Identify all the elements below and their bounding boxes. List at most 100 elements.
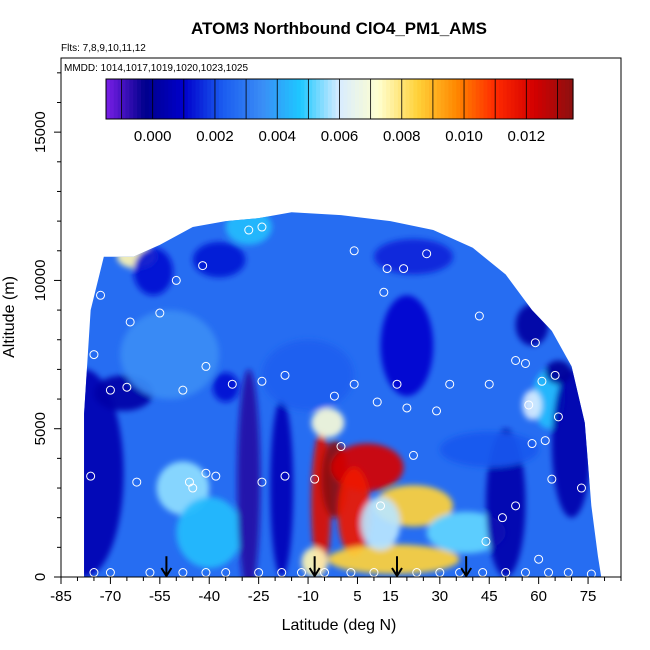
colorbar: 0.000 0.002 0.004 0.006 0.008 0.010 0.012 xyxy=(105,78,574,145)
sample-point-1 xyxy=(86,471,96,481)
colorbar-cell-83 xyxy=(429,79,434,119)
colorbar-cell-105 xyxy=(514,79,520,119)
colorbar-cell-40 xyxy=(261,79,267,119)
colorbar-cell-65 xyxy=(358,79,364,119)
sample-point-8 xyxy=(155,308,165,318)
heatmap-feature-18 xyxy=(327,544,460,575)
colorbar-cell-13 xyxy=(156,79,162,119)
colorbar-cell-55 xyxy=(320,79,325,119)
sample-point-16 xyxy=(211,471,221,481)
x-tick-label-0: -85 xyxy=(50,588,72,605)
x-tick-label-2: -55 xyxy=(149,588,171,605)
sample-point-48 xyxy=(520,358,530,368)
colorbar-cell-52 xyxy=(308,79,313,119)
colorbar-cell-117 xyxy=(561,79,566,119)
colorbar-cell-32 xyxy=(230,79,236,119)
colorbar-cell-21 xyxy=(187,79,193,119)
x-tick-label-9: 45 xyxy=(481,588,498,605)
sample-point-53 xyxy=(537,376,547,386)
sample-point-60 xyxy=(586,569,596,577)
colorbar-cell-35 xyxy=(242,79,247,119)
colorbar-cell-44 xyxy=(277,79,282,119)
colorbar-cell-49 xyxy=(296,79,302,119)
colorbar-cell-38 xyxy=(253,79,259,119)
colorbar-cell-115 xyxy=(553,79,559,119)
colorbar-cell-64 xyxy=(355,79,360,119)
colorbar-cell-98 xyxy=(487,79,492,119)
x-tick-label-3: -40 xyxy=(198,588,220,605)
colorbar-cell-26 xyxy=(207,79,212,119)
colorbar-cell-89 xyxy=(452,79,457,119)
colorbar-cell-6 xyxy=(129,79,134,119)
sample-point-55 xyxy=(547,474,557,484)
colorbar-cell-22 xyxy=(191,79,197,119)
sample-point-45 xyxy=(497,513,507,523)
sample-point-38 xyxy=(422,249,432,259)
heatmap-feature-22 xyxy=(380,295,434,397)
sample-point-52 xyxy=(534,554,544,564)
colorbar-cell-97 xyxy=(483,79,488,119)
colorbar-cell-79 xyxy=(413,79,418,119)
colorbar-cell-69 xyxy=(374,79,380,119)
y-axis: 0 5000 10000 15000 xyxy=(32,72,61,581)
colorbar-cell-5 xyxy=(125,79,130,119)
dates-subtitle: MMDD: 1014,1017,1019,1020,1023,1025 xyxy=(64,63,248,74)
sample-point-33 xyxy=(382,264,392,274)
colorbar-cell-76 xyxy=(401,79,407,119)
sample-point-46 xyxy=(511,356,521,366)
sample-point-19 xyxy=(257,222,267,232)
sample-point-34 xyxy=(392,379,402,389)
sample-point-18 xyxy=(244,225,254,235)
colorbar-cell-4 xyxy=(121,79,127,119)
sample-point-51 xyxy=(530,338,540,348)
colorbar-cell-114 xyxy=(549,79,555,119)
heatmap-feature-26 xyxy=(439,431,539,468)
x-tick-label-6: 5 xyxy=(353,588,361,605)
sample-point-17 xyxy=(227,379,237,389)
colorbar-cell-24 xyxy=(199,79,204,119)
heatmap-feature-19 xyxy=(360,496,401,551)
heatmap-features xyxy=(84,212,592,577)
colorbar-tick-label-1: 0.002 xyxy=(196,128,234,145)
sample-point-35 xyxy=(399,264,409,274)
sample-point-59 xyxy=(576,483,586,493)
colorbar-cell-43 xyxy=(273,79,278,119)
x-tick-label-10: 60 xyxy=(530,588,547,605)
colorbar-cell-71 xyxy=(382,79,387,119)
x-tick-label-4: -25 xyxy=(248,588,270,605)
sample-point-56 xyxy=(550,370,560,380)
sample-point-25 xyxy=(329,391,339,401)
colorbar-cell-20 xyxy=(183,79,189,119)
colorbar-cell-82 xyxy=(425,79,430,119)
colorbar-cell-93 xyxy=(467,79,473,119)
sample-point-41 xyxy=(464,231,474,241)
sample-point-9 xyxy=(171,275,181,285)
colorbar-cell-110 xyxy=(534,79,539,119)
colorbar-cell-100 xyxy=(495,79,500,119)
sample-point-27 xyxy=(310,474,320,484)
colorbar-cell-77 xyxy=(405,79,411,119)
sample-point-23 xyxy=(280,471,290,481)
colorbar-cell-88 xyxy=(448,79,453,119)
chart-title: ATOM3 Northbound ClO4_PM1_AMS xyxy=(191,19,487,38)
heatmap-feature-9 xyxy=(237,369,261,577)
arrow-marker-1 xyxy=(308,556,321,577)
sample-point-29 xyxy=(349,379,359,389)
colorbar-cell-119 xyxy=(569,79,574,119)
colorbar-cell-87 xyxy=(444,79,450,119)
colorbar-tick-label-2: 0.004 xyxy=(258,128,296,145)
sample-point-4 xyxy=(105,385,115,395)
colorbar-cell-108 xyxy=(526,79,531,119)
sample-point-2 xyxy=(89,350,99,360)
colorbar-cell-53 xyxy=(312,79,317,119)
colorbar-cell-68 xyxy=(370,79,376,119)
sample-point-40 xyxy=(445,379,455,389)
colorbar-cell-113 xyxy=(545,79,551,119)
colorbar-cell-74 xyxy=(393,79,399,119)
colorbar-cell-85 xyxy=(436,79,442,119)
heatmap-feature-0 xyxy=(84,369,124,577)
heatmap-feature-24 xyxy=(426,511,506,554)
colorbar-cell-41 xyxy=(265,79,271,119)
colorbar-cell-18 xyxy=(176,79,181,119)
